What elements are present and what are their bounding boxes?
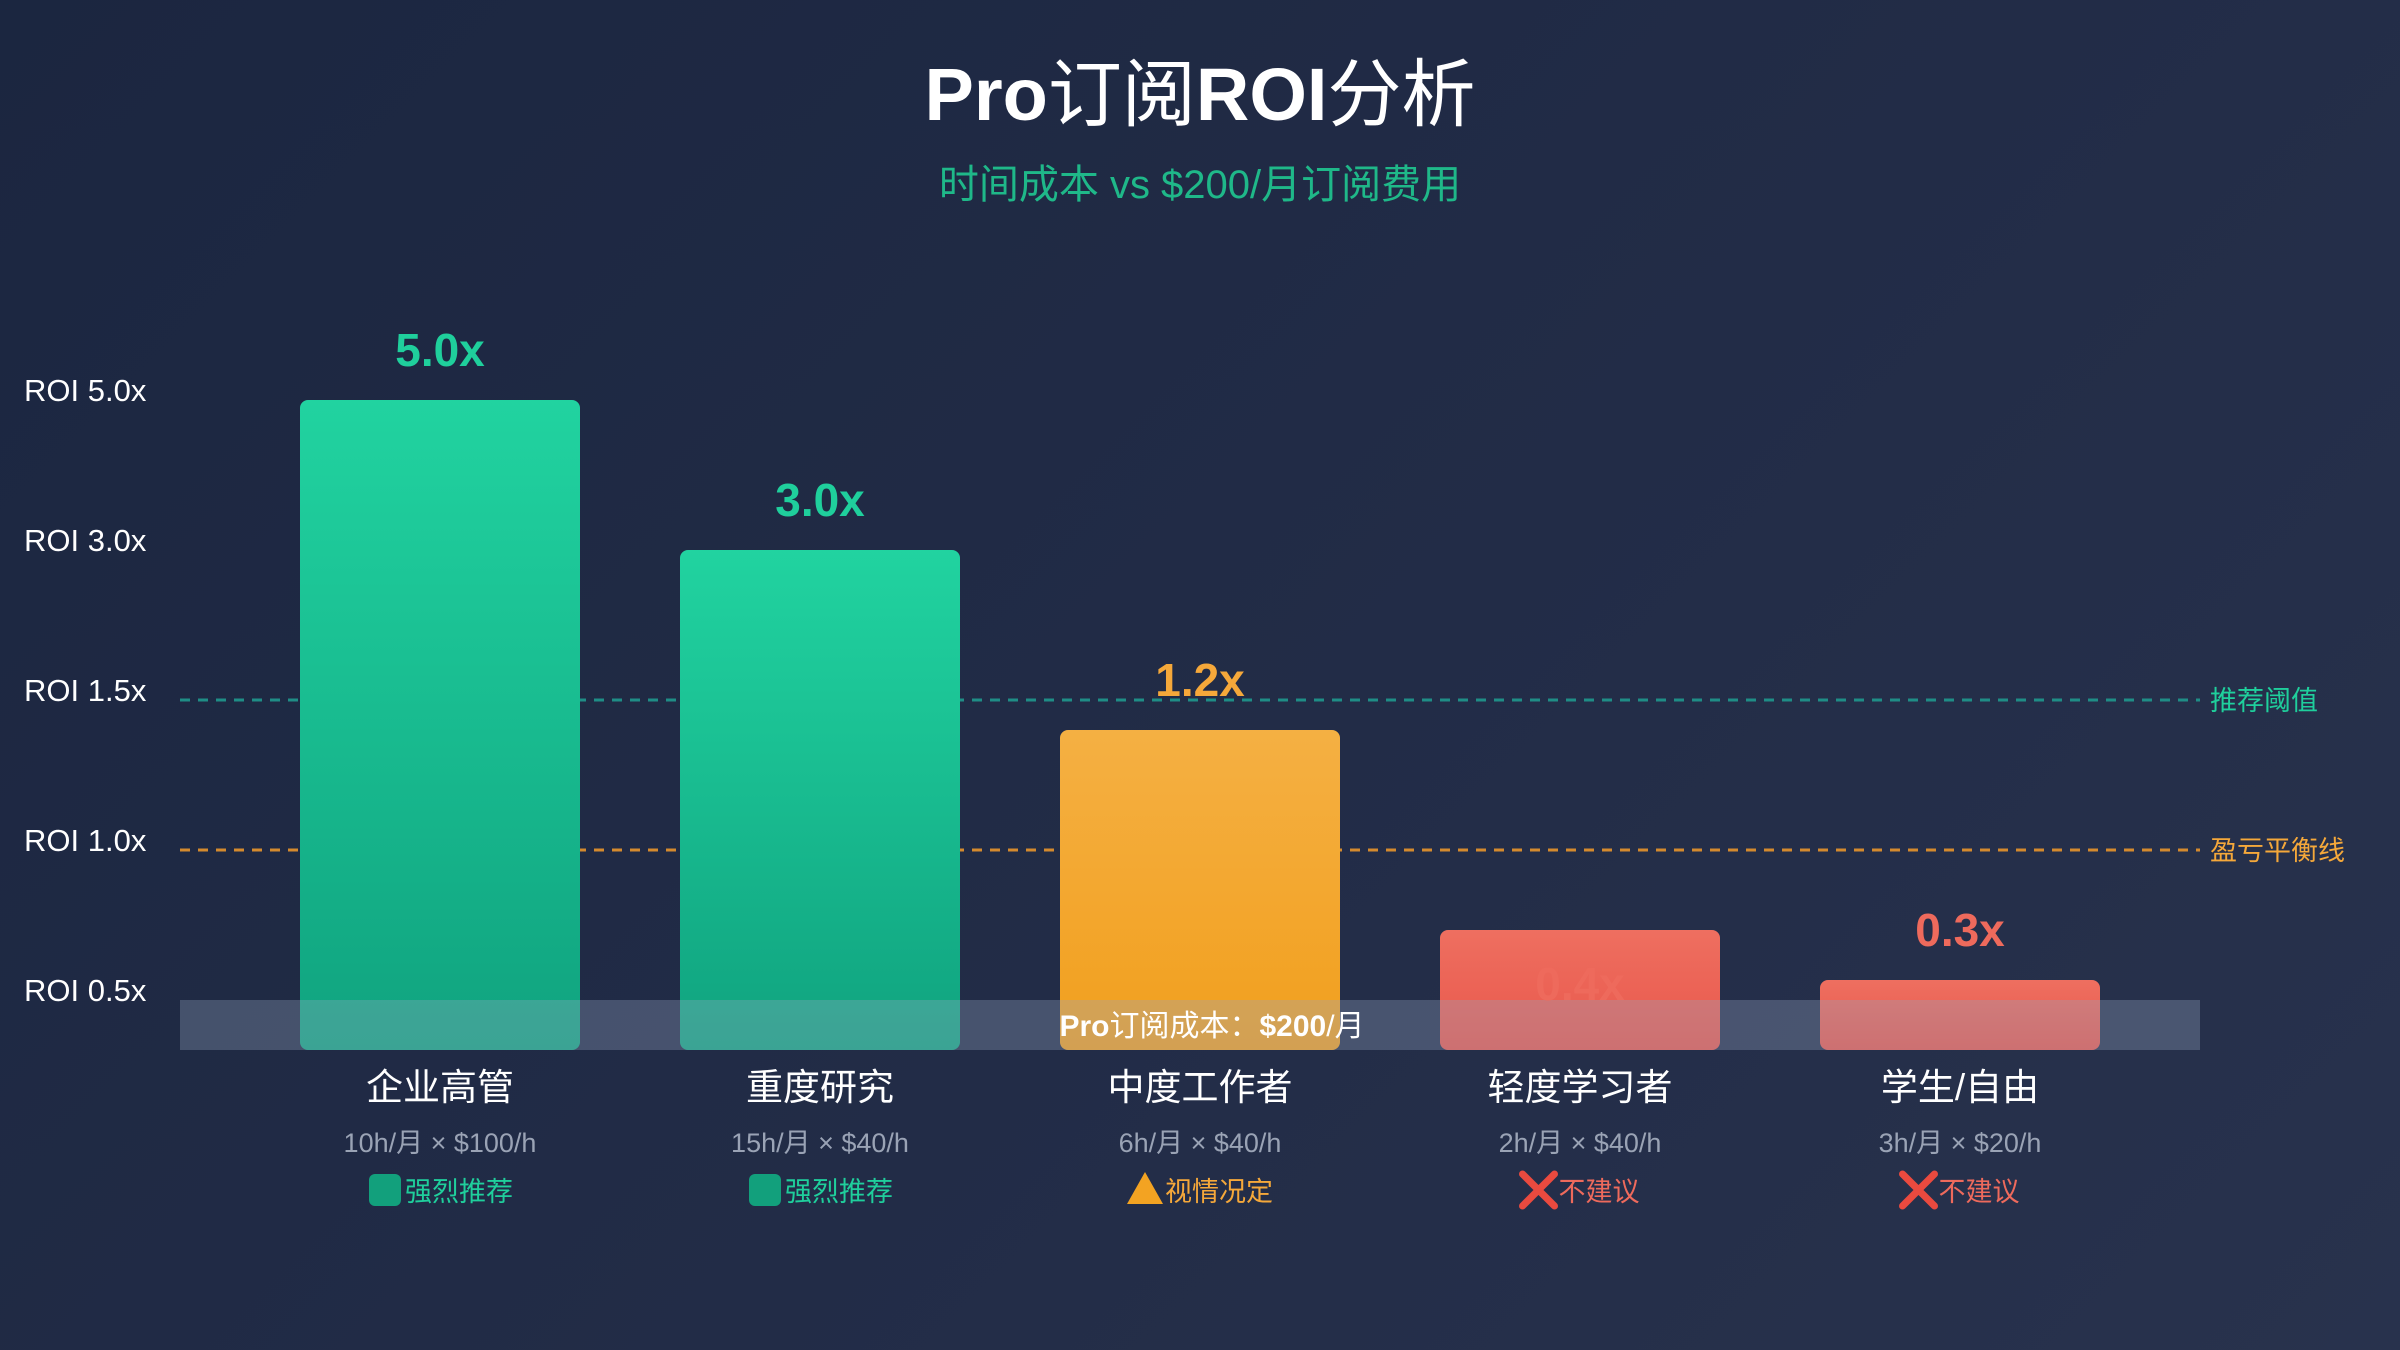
value-labels: 5.0x 3.0x 1.2x 0.4x 0.3x — [395, 324, 2005, 1010]
y-tick-label: ROI 1.0x — [24, 823, 147, 858]
green-square-icon — [369, 1174, 401, 1206]
y-tick-label: ROI 3.0x — [24, 523, 147, 558]
recommendation: 强烈推荐 — [749, 1174, 893, 1207]
recommendation: 不建议 — [1899, 1170, 2020, 1210]
bar — [1060, 730, 1340, 1050]
formula-label: 6h/月 × $40/h — [1119, 1128, 1282, 1158]
cost-band-rect — [180, 1000, 2200, 1050]
red-cross-icon — [1519, 1170, 1558, 1210]
cost-band: Pro订阅成本：$200/月 — [180, 1000, 2200, 1050]
reference-line-label: 推荐阈值 — [2210, 686, 2318, 716]
recommendation: 不建议 — [1519, 1170, 1640, 1210]
value-label: 0.4x — [1535, 958, 1625, 1010]
bar — [1820, 980, 2100, 1050]
recommendation: 强烈推荐 — [369, 1174, 513, 1207]
category-label: 企业高管 — [366, 1067, 514, 1108]
y-tick-label: ROI 0.5x — [24, 973, 147, 1008]
category-label: 重度研究 — [746, 1067, 894, 1108]
category-labels: 企业高管 10h/月 × $100/h 强烈推荐 重度研究 15h/月 × $40/h 强… — [344, 1067, 2042, 1210]
category-label: 轻度学习者 — [1488, 1067, 1673, 1108]
green-square-icon — [749, 1174, 781, 1206]
category-label: 学生/自由 — [1881, 1067, 2039, 1108]
y-tick-label: ROI 1.5x — [24, 673, 147, 708]
value-label: 5.0x — [395, 324, 485, 376]
formula-label: 15h/月 × $40/h — [731, 1128, 909, 1158]
bar — [680, 550, 960, 1050]
recommendation-label: 强烈推荐 — [405, 1177, 513, 1207]
recommendation-label: 强烈推荐 — [785, 1177, 893, 1207]
value-label: 0.3x — [1915, 904, 2005, 956]
bar — [1440, 930, 1720, 1050]
value-label: 3.0x — [775, 474, 865, 526]
warning-triangle-icon — [1127, 1172, 1163, 1204]
category-label: 中度工作者 — [1108, 1067, 1293, 1108]
reference-line-label: 盈亏平衡线 — [2210, 836, 2345, 866]
y-axis: ROI 5.0x ROI 3.0x ROI 1.5x ROI 1.0x ROI 0.5x — [24, 373, 147, 1008]
recommendation-label: 不建议 — [1559, 1177, 1640, 1207]
formula-label: 3h/月 × $20/h — [1879, 1128, 2042, 1158]
recommendation-label: 不建议 — [1939, 1177, 2020, 1207]
bar — [300, 400, 580, 1050]
cost-band-label: Pro订阅成本：$200/月 — [1059, 1010, 1364, 1043]
formula-label: 10h/月 × $100/h — [344, 1128, 537, 1158]
value-label: 1.2x — [1155, 654, 1245, 706]
chart-title: Pro订阅ROI分析 — [925, 53, 1476, 136]
chart-subtitle: 时间成本 vs $200/月订阅费用 — [939, 163, 1461, 207]
formula-label: 2h/月 × $40/h — [1499, 1128, 1662, 1158]
recommendation-label: 视情况定 — [1165, 1177, 1273, 1207]
bars — [300, 400, 2100, 1050]
recommendation: 视情况定 — [1127, 1172, 1273, 1207]
red-cross-icon — [1899, 1170, 1938, 1210]
y-tick-label: ROI 5.0x — [24, 373, 147, 408]
